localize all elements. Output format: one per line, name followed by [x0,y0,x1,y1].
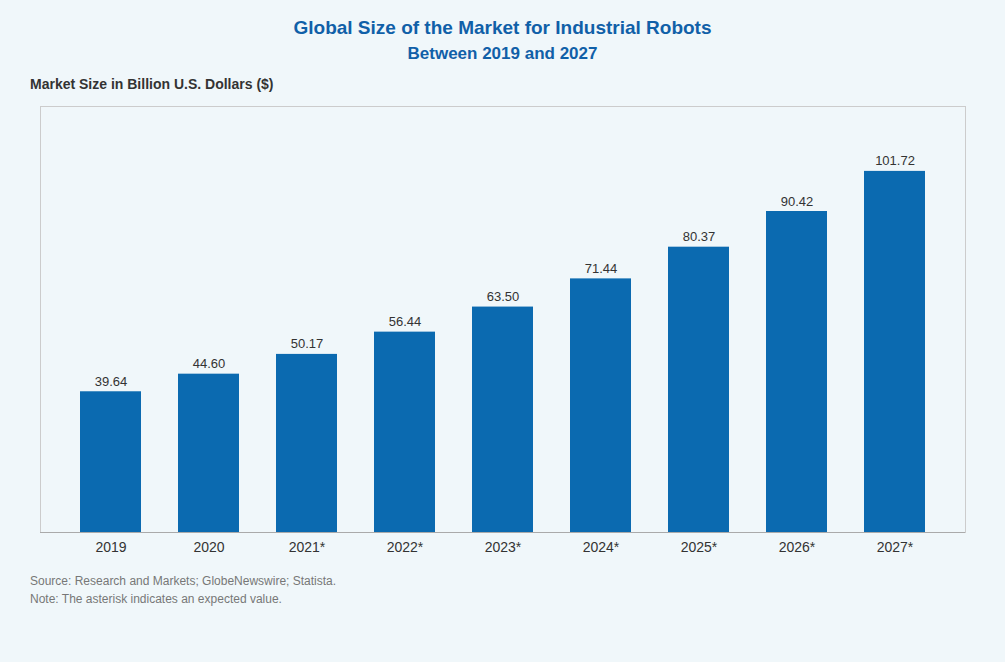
html-text:Source: Research and Markets;: Source: Research and Markets; GlobeNewsw… [30,574,337,589]
svg-text:2020: 2020 [193,540,224,556]
svg-text:2026*: 2026* [779,540,816,556]
svg-text:50.17: 50.17 [291,337,324,352]
svg-text:80.37: 80.37 [683,229,716,244]
html-text:Between 2019 and 2027: Between 2019 and 2027 [407,43,598,63]
svg-text:2019: 2019 [95,540,126,556]
svg-text:90.42: 90.42 [781,194,814,209]
svg-text:2022*: 2022* [387,540,424,556]
svg-text:2023*: 2023* [485,540,522,556]
svg-text:56.44: 56.44 [389,314,422,329]
svg-text:2025*: 2025* [681,540,718,556]
svg-text:2021*: 2021* [289,540,326,556]
svg-text:63.50: 63.50 [487,289,520,304]
svg-text:71.44: 71.44 [585,261,618,276]
svg-text:101.72: 101.72 [875,154,915,169]
html-text:Global Size of the Market for: Global Size of the Market for Industrial… [293,17,712,38]
svg-text:2024*: 2024* [583,540,620,556]
html-text:Note: The asterisk indicates a: Note: The asterisk indicates an expected… [30,592,282,607]
svg-text:2027*: 2027* [877,540,914,556]
svg-text:39.64: 39.64 [95,374,128,389]
svg-text:44.60: 44.60 [193,356,226,371]
html-text:Market Size in Billion U.S. Do: Market Size in Billion U.S. Dollars ($) [30,76,274,93]
